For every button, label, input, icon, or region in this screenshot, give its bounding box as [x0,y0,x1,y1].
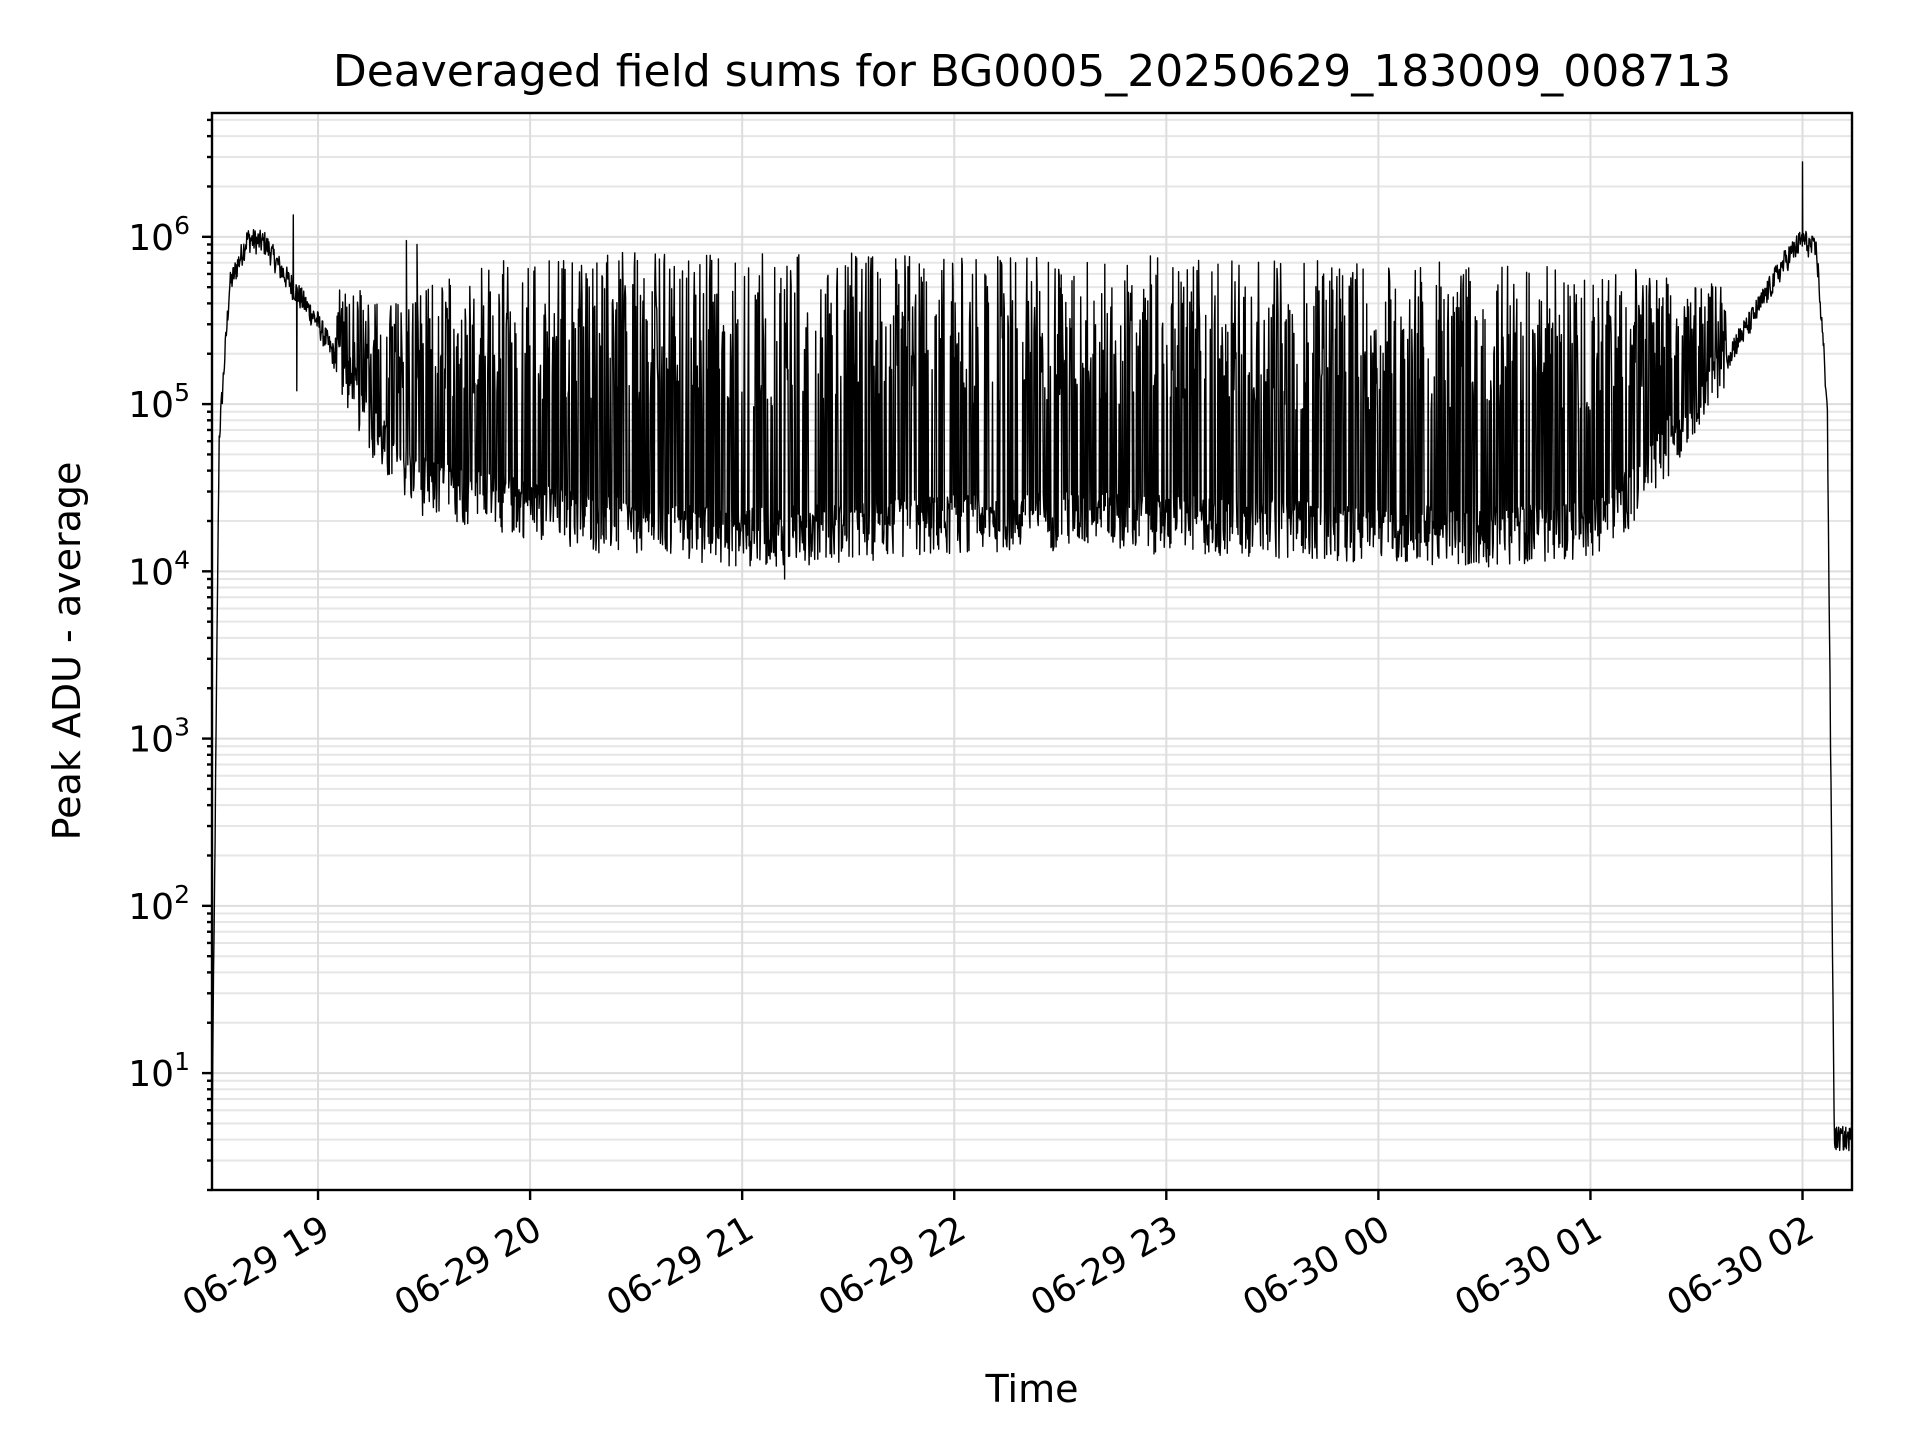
x-tick-label: 06-29 23 [1024,1208,1185,1324]
x-tick-label: 06-30 02 [1660,1208,1821,1324]
x-axis-label: Time [985,1367,1079,1411]
x-tick-label: 06-30 01 [1448,1208,1609,1324]
y-tick-label: 106 [128,211,190,259]
x-tick-label: 06-30 00 [1236,1208,1397,1324]
y-tick-label: 101 [128,1047,190,1095]
x-tick-label: 06-29 21 [600,1208,761,1324]
x-tick-label: 06-29 19 [176,1208,337,1324]
series-group [211,161,1853,1152]
series-line [211,161,1853,1152]
y-axis-label: Peak ADU - average [45,462,89,841]
x-tick-label: 06-29 22 [812,1208,973,1324]
chart-title: Deaveraged field sums for BG0005_2025062… [333,46,1731,97]
y-tick-label: 105 [128,378,190,426]
y-tick-label: 104 [128,545,190,593]
plot-frame [210,111,1854,1192]
y-axis: 101 102 103 104 105 106 [128,118,212,1192]
x-axis: 06-29 19 06-29 20 06-29 21 06-29 22 06-29 23… [176,1190,1821,1325]
x-tick-label: 06-29 20 [388,1208,549,1324]
grid [212,113,1852,1191]
y-tick-label: 102 [128,880,190,928]
y-tick-label: 103 [128,713,190,761]
